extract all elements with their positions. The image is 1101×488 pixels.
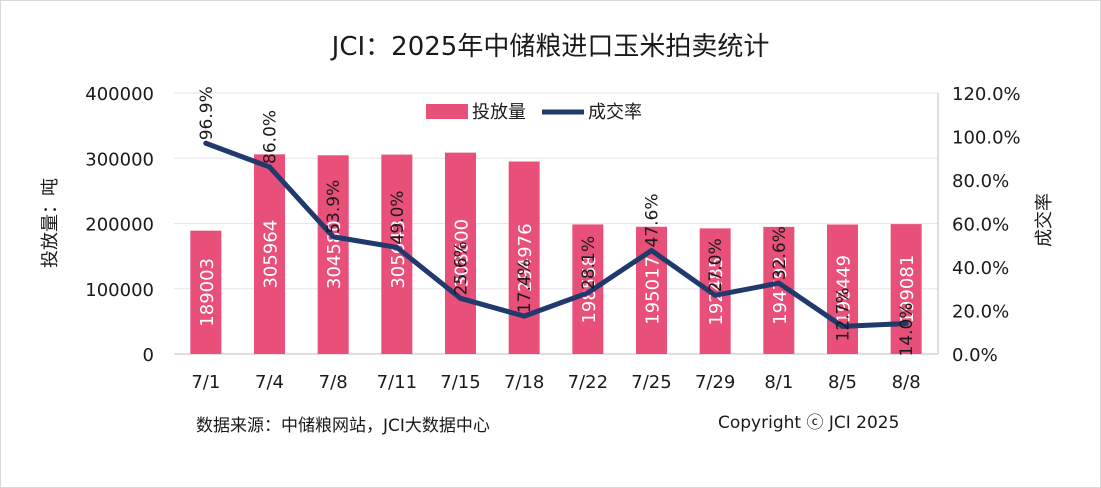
- y-tick-label: 0: [143, 345, 154, 366]
- rate-point: [203, 140, 209, 146]
- rate-point: [267, 164, 272, 170]
- rate-point: [776, 280, 782, 286]
- rate-point: [903, 321, 909, 327]
- bar-data-label: 308600: [452, 219, 473, 288]
- legend-label-bars: 投放量: [472, 102, 526, 123]
- y-tick-label: 400000: [85, 84, 154, 105]
- bar-data-label: 294976: [515, 223, 536, 292]
- bar-data-label: 195017: [643, 256, 664, 325]
- rate-data-label: 96.9%: [197, 86, 217, 140]
- bar-data-label: 189003: [197, 258, 218, 327]
- rate-data-label: 47.6%: [643, 193, 663, 247]
- x-tick-label: 7/22: [568, 372, 608, 393]
- rate-data-label: 86.0%: [261, 110, 281, 164]
- rate-data-label: 27.0%: [706, 238, 726, 292]
- bar: [572, 224, 604, 354]
- bar-data-label: 305643: [388, 220, 409, 289]
- x-tick-label: 8/8: [892, 372, 921, 393]
- rate-point: [458, 295, 463, 301]
- legend-swatch-bars: [426, 104, 468, 119]
- bar: [636, 226, 667, 354]
- copyright-note: Copyright ⓒ JCI 2025: [718, 413, 900, 433]
- y-tick-label: 300000: [85, 149, 154, 170]
- bar-data-label: 198449: [834, 255, 855, 324]
- x-tick-label: 7/4: [255, 372, 284, 393]
- y2-tick-label: 60.0%: [952, 215, 1009, 236]
- bar: [190, 230, 222, 354]
- x-tick-label: 7/18: [504, 372, 544, 393]
- rate-data-label: 14.0%: [897, 303, 917, 357]
- y2-tick-label: 40.0%: [952, 258, 1009, 279]
- x-tick-label: 8/1: [764, 372, 793, 393]
- y-tick-label: 100000: [85, 280, 154, 301]
- bar-data-label: 199081: [897, 255, 918, 324]
- rate-data-label: 12.7%: [834, 287, 854, 341]
- x-tick-label: 7/8: [319, 372, 348, 393]
- x-tick-label: 7/1: [191, 372, 220, 393]
- rate-point: [712, 292, 718, 298]
- x-tick-label: 7/25: [631, 372, 671, 393]
- rate-point: [330, 234, 336, 240]
- rate-point: [649, 247, 654, 253]
- x-tick-label: 7/29: [695, 372, 735, 393]
- rate-data-label: 25.6%: [452, 241, 472, 295]
- legend-label-line: 成交率: [588, 102, 642, 123]
- bar: [445, 152, 476, 354]
- rate-point: [521, 313, 527, 319]
- y-tick-label: 200000: [85, 215, 154, 236]
- y2-tick-label: 0.0%: [952, 345, 998, 366]
- bar: [508, 161, 540, 354]
- rate-data-label: 49.0%: [388, 190, 408, 244]
- bar-data-label: 192485: [706, 257, 727, 326]
- bar: [317, 155, 349, 354]
- rate-point: [840, 323, 845, 329]
- rate-data-label: 32.6%: [770, 226, 790, 280]
- y-axis-title: 投放量：吨: [40, 178, 61, 268]
- bar: [254, 154, 285, 354]
- bar: [890, 224, 922, 354]
- rate-point: [585, 290, 591, 296]
- rate-data-label: 17.4%: [515, 259, 535, 313]
- rate-data-label: 28.1%: [579, 236, 599, 290]
- rate-line: [203, 140, 909, 329]
- y2-tick-label: 120.0%: [952, 84, 1021, 105]
- y2-tick-label: 20.0%: [952, 302, 1009, 323]
- bar-data-label: 305964: [261, 220, 282, 289]
- rate-data-label: 53.9%: [324, 180, 344, 234]
- y2-tick-label: 80.0%: [952, 171, 1009, 192]
- chart-title: JCI：2025年中储粮进口玉米拍卖统计: [331, 32, 770, 62]
- y2-tick-label: 100.0%: [952, 128, 1021, 149]
- rate-point: [394, 244, 400, 250]
- x-tick-label: 7/11: [377, 372, 417, 393]
- y2-axis-title: 成交率: [1034, 193, 1055, 247]
- x-tick-label: 7/15: [440, 372, 480, 393]
- bar-data-label: 194792: [770, 256, 791, 325]
- bar: [827, 224, 858, 354]
- x-tick-label: 8/5: [828, 372, 857, 393]
- source-note: 数据来源：中储粮网站，JCI大数据中心: [196, 416, 490, 436]
